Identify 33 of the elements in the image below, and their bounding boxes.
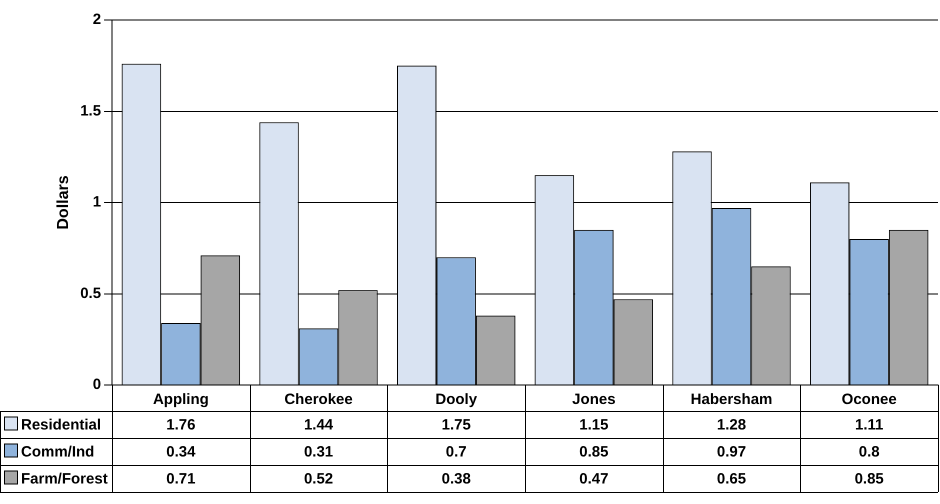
data-label: 1.44 (304, 416, 334, 434)
x-tick-label: Habersham (690, 391, 772, 408)
y-tick-label: 0.5 (80, 284, 102, 302)
y-tick-label: 1 (92, 194, 102, 211)
data-label: 0.85 (579, 444, 608, 461)
y-tick-label: 2 (92, 11, 102, 28)
x-tick-label: Oconee (842, 391, 897, 408)
x-tick-label: Cherokee (284, 391, 353, 408)
data-label: 1.11 (854, 416, 884, 434)
x-tick-label: Appling (152, 391, 209, 408)
data-label: 0.8 (858, 444, 880, 461)
y-tick-label: 0 (92, 376, 102, 394)
data-label: 0.47 (579, 470, 608, 488)
data-label: 1.28 (716, 416, 746, 434)
data-label: 0.71 (166, 470, 196, 488)
data-label: 1.15 (579, 416, 608, 434)
y-tick-label: 1.5 (80, 102, 102, 120)
data-label: 0.52 (304, 470, 334, 488)
legend-label: Residential (21, 416, 102, 434)
data-label: 0.97 (716, 444, 746, 461)
data-label: 1.75 (442, 416, 471, 434)
y-axis-title: Dollars (55, 175, 72, 230)
data-label: 0.7 (446, 444, 467, 461)
legend-label: Farm/Forest (21, 470, 108, 488)
data-label: 0.31 (304, 444, 334, 461)
data-label: 1.76 (166, 416, 196, 434)
x-tick-label: Jones (572, 391, 616, 408)
data-label: 0.65 (716, 470, 746, 488)
x-tick-label: Dooly (435, 391, 478, 408)
data-label: 0.38 (442, 470, 471, 488)
data-label: 0.85 (854, 470, 884, 488)
data-label: 0.34 (166, 444, 196, 461)
legend-label: Comm/Ind (21, 444, 94, 461)
